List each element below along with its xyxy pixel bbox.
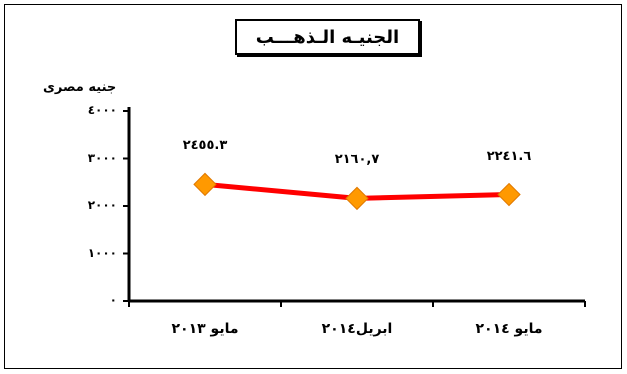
y-tick-label: ١٠٠٠ — [67, 246, 117, 260]
data-point-marker — [194, 173, 216, 195]
chart-plot-area — [5, 5, 623, 370]
chart-title: الجنيـه الـذهـــب — [235, 19, 420, 55]
y-tick-label: ٠ — [67, 293, 117, 307]
x-tick-label: مايو ٢٠١٤ — [439, 321, 579, 337]
data-point-marker — [346, 187, 368, 209]
y-axis-label: جنيه مصرى — [43, 80, 116, 95]
y-tick-label: ٤٠٠٠ — [67, 103, 117, 117]
data-label: ٢٢٤١.٦ — [454, 149, 564, 164]
data-label: ٢١٦٠,٧ — [302, 152, 412, 167]
y-tick-label: ٢٠٠٠ — [67, 198, 117, 212]
data-point-marker — [498, 184, 520, 206]
x-tick-label: ابريل٢٠١٤ — [287, 321, 427, 337]
data-label: ٢٤٥٥.٣ — [150, 138, 260, 153]
y-tick-label: ٣٠٠٠ — [67, 151, 117, 165]
x-tick-label: مايو ٢٠١٣ — [135, 321, 275, 337]
chart-frame: الجنيـه الـذهـــب جنيه مصرى ٠ ١٠٠٠ ٢٠٠٠ ٣٠٠… — [4, 4, 622, 369]
